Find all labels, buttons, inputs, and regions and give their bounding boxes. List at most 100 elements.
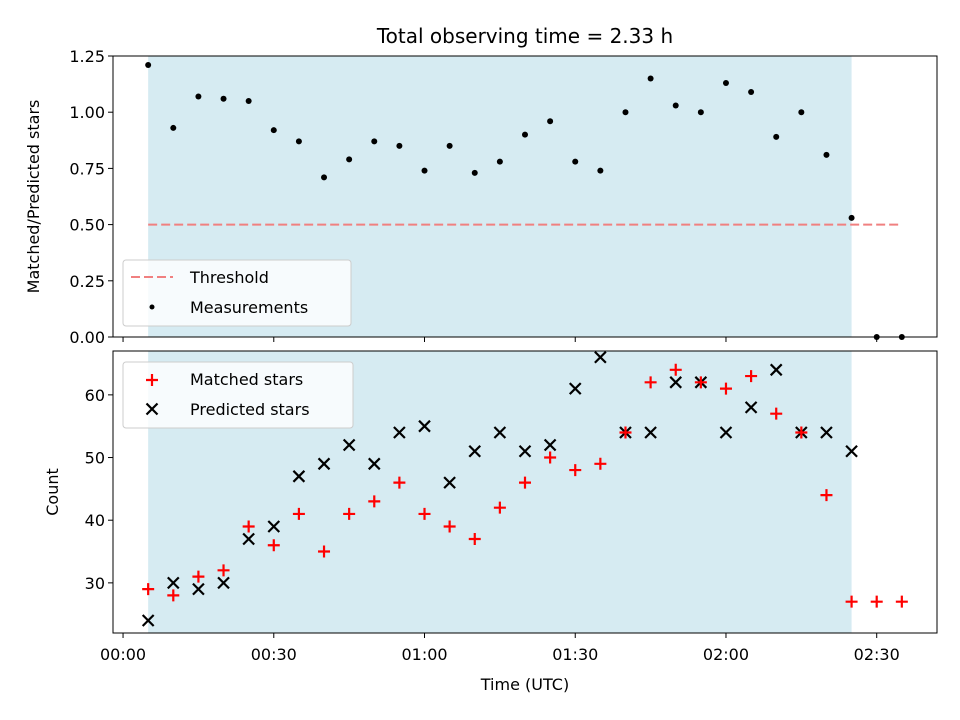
matched-star-marker: [669, 363, 682, 376]
matched-star-marker: [292, 507, 305, 520]
measurement-point: [748, 88, 755, 95]
matched-star-marker: [519, 476, 531, 489]
matched-star-marker: [267, 539, 280, 552]
predicted-star-marker: [317, 457, 331, 471]
measurement-point: [321, 174, 328, 181]
predicted-star-markers: [141, 350, 858, 627]
predicted-star-marker: [167, 576, 180, 590]
x-tick-label: 00:30: [251, 645, 297, 664]
legend-measurements-swatch: [149, 304, 155, 310]
measurement-point: [672, 102, 679, 109]
y-tick-label: 60: [85, 386, 105, 405]
predicted-star-marker: [493, 426, 507, 439]
predicted-star-marker: [192, 582, 205, 596]
top-legend-box: [122, 259, 352, 327]
predicted-star-marker: [367, 457, 381, 471]
y-tick-label: 1.25: [69, 47, 105, 66]
measurement-point: [446, 142, 453, 149]
measurement-point: [245, 97, 252, 104]
matched-star-marker: [619, 426, 632, 439]
matched-star-marker: [343, 507, 356, 520]
top-y-axis-label: Matched/Predicted stars: [24, 100, 43, 294]
predicted-star-marker: [769, 363, 783, 377]
predicted-star-marker: [845, 444, 858, 458]
legend-x-marker: [145, 402, 159, 416]
predicted-star-marker: [217, 576, 230, 590]
matched-star-marker: [820, 489, 833, 502]
top-legend: Threshold Measurements: [122, 259, 352, 327]
top-panel: 0.00 0.25 0.50 0.75 1.00 1.25 Total observing…: [24, 24, 938, 347]
predicted-star-marker: [418, 419, 431, 433]
predicted-star-marker: [594, 350, 607, 364]
measurement-point: [346, 156, 353, 163]
measurement-point: [722, 79, 729, 86]
predicted-star-marker: [669, 376, 683, 389]
y-tick-label: 0.25: [69, 272, 105, 291]
matched-star-marker: [418, 507, 431, 520]
top-x-ticks: [122, 337, 878, 342]
matched-star-marker: [368, 495, 381, 508]
measurement-point: [547, 118, 554, 125]
measurement-point: [371, 138, 378, 145]
matched-star-marker: [217, 564, 230, 577]
matched-star-marker: [142, 583, 155, 596]
predicted-star-marker: [518, 444, 532, 458]
legend-predicted-swatch: [145, 402, 159, 416]
matched-star-marker: [393, 476, 406, 489]
y-tick-label: 0.50: [69, 216, 105, 235]
matched-star-markers: [142, 363, 908, 608]
matched-star-marker: [493, 501, 506, 514]
matched-star-marker: [870, 595, 883, 608]
predicted-star-marker: [644, 426, 657, 439]
predicted-star-marker: [292, 470, 306, 483]
measurement-point: [496, 158, 503, 165]
matched-star-marker: [443, 520, 456, 533]
bottom-axes-frame: [112, 350, 938, 634]
measurement-point: [220, 95, 227, 102]
matched-star-marker: [770, 407, 783, 420]
matched-star-marker: [594, 457, 607, 470]
predicted-star-marker: [393, 426, 406, 439]
measurement-point: [396, 142, 403, 149]
predicted-star-marker: [141, 614, 155, 627]
measurement-point: [597, 167, 604, 174]
x-tick-label: 02:00: [703, 645, 749, 664]
predicted-star-marker: [242, 532, 255, 546]
matched-star-marker: [694, 376, 707, 389]
measurement-point: [798, 109, 805, 116]
x-tick-label: 00:00: [100, 645, 146, 664]
measurement-point: [823, 151, 830, 158]
predicted-star-marker: [342, 438, 356, 452]
matched-star-marker: [745, 370, 758, 383]
measurement-point: [647, 75, 654, 82]
matched-star-marker: [719, 382, 732, 395]
y-tick-label: 0.00: [69, 328, 105, 347]
predicted-star-marker: [468, 444, 482, 458]
predicted-star-marker: [820, 426, 833, 439]
y-tick-label: 50: [85, 449, 105, 468]
y-tick-label: 1.00: [69, 103, 105, 122]
x-tick-label: 01:30: [552, 645, 598, 664]
measurement-point: [195, 93, 202, 100]
legend-measurements-label: Measurements: [190, 298, 308, 317]
matched-star-marker: [795, 426, 808, 439]
measurement-point: [421, 167, 428, 174]
bottom-legend: Matched stars Predicted stars: [122, 361, 354, 429]
measurement-point: [848, 214, 855, 221]
x-axis-label: Time (UTC): [480, 675, 569, 694]
bottom-y-ticks: 30 40 50 60: [85, 386, 113, 593]
legend-matched-swatch: [146, 374, 158, 386]
legend-plus-marker: [146, 374, 158, 386]
matched-star-marker: [544, 451, 557, 464]
predicted-star-marker: [744, 401, 758, 414]
top-y-ticks: 0.00 0.25 0.50 0.75 1.00 1.25: [69, 47, 113, 347]
bottom-x-ticks: 00:00 00:30 01:00 01:30 02:00 02:30: [100, 633, 900, 664]
bottom-legend-box: [122, 361, 354, 429]
matched-star-marker: [569, 464, 582, 477]
predicted-star-marker: [267, 520, 281, 533]
measurement-point: [697, 109, 704, 116]
matched-star-marker: [845, 595, 858, 608]
measurement-points: [145, 61, 905, 340]
